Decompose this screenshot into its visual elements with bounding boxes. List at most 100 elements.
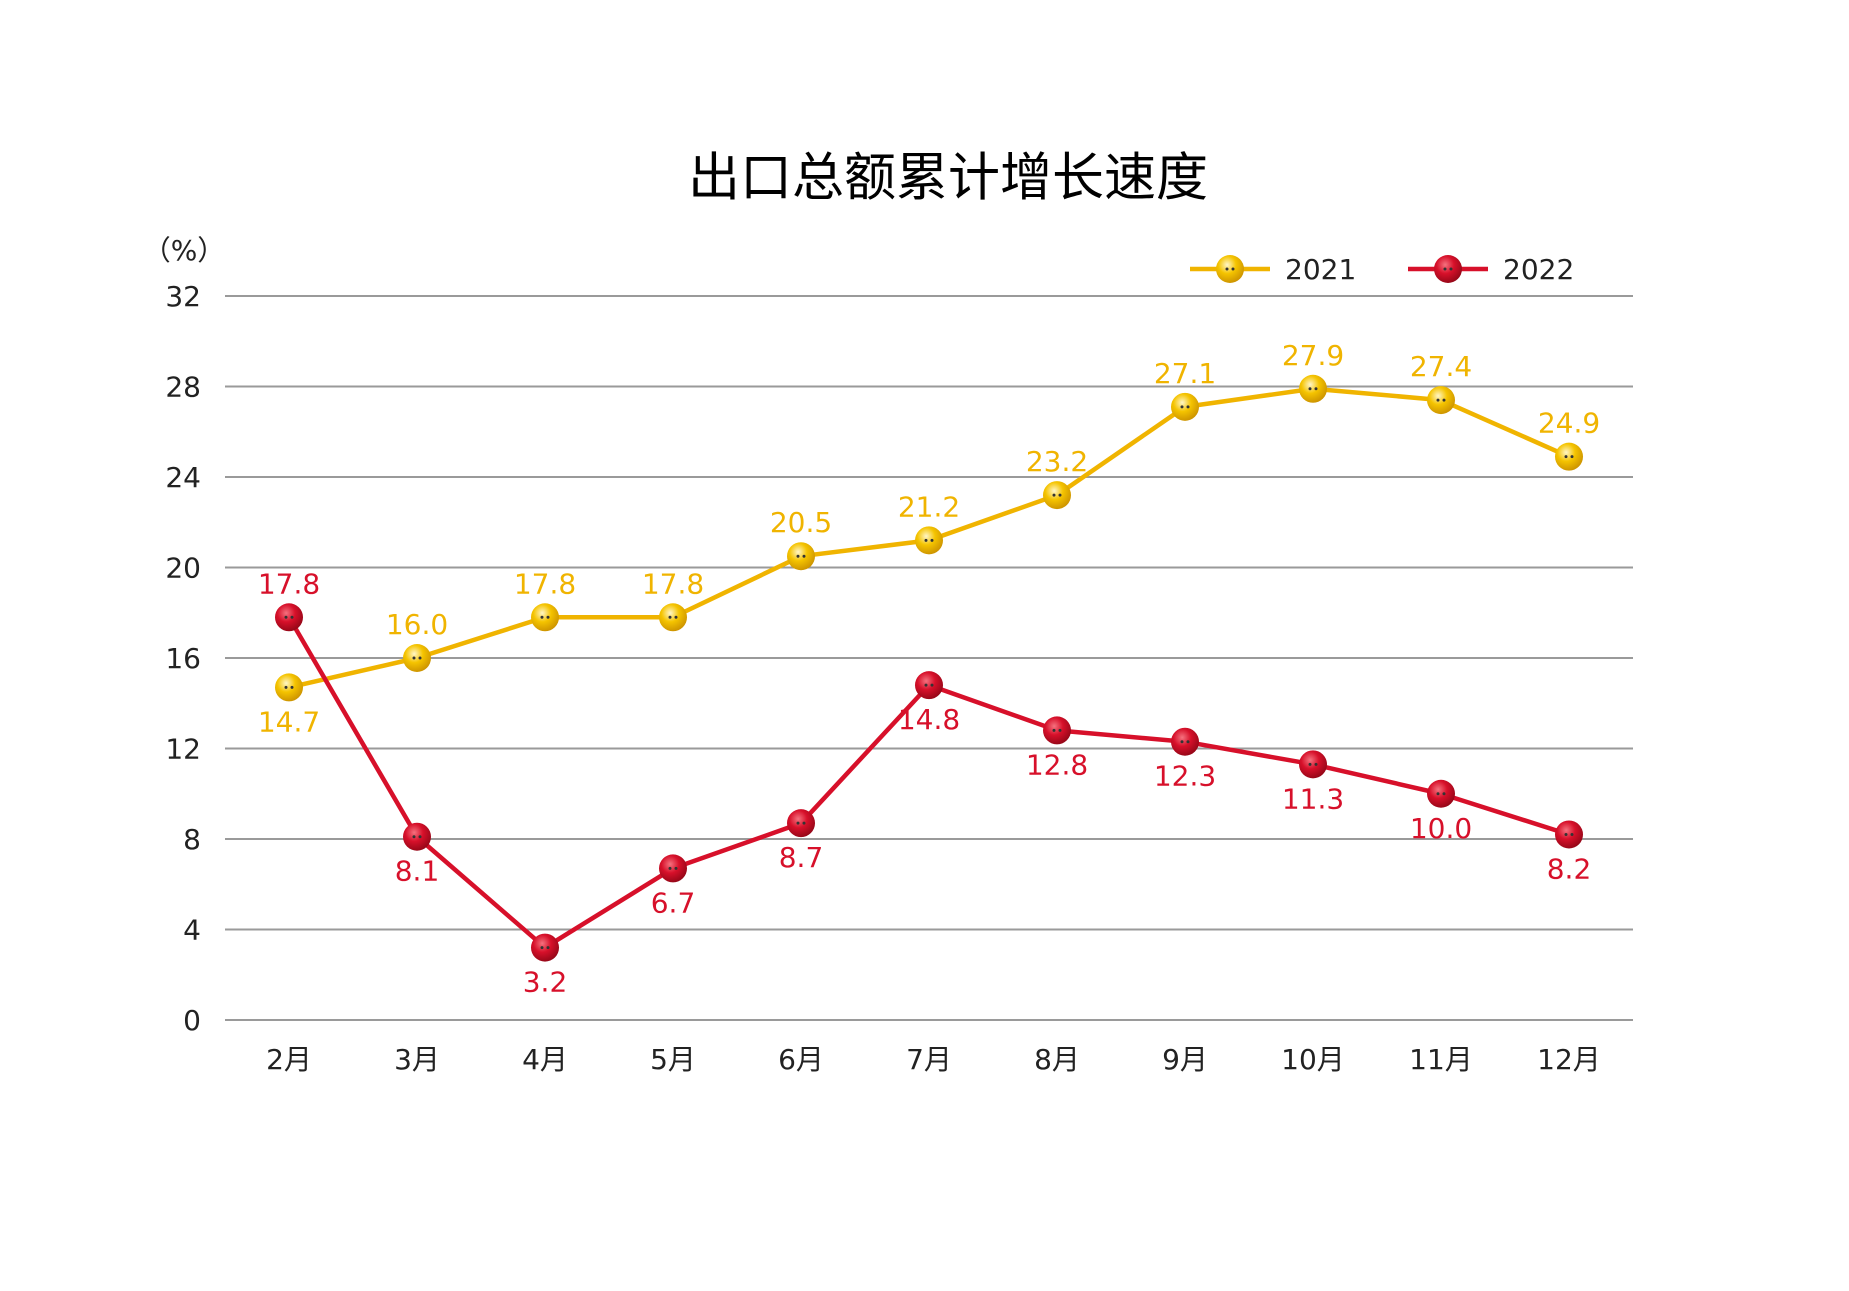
y-tick-label: 28 — [165, 371, 201, 404]
marker-dot — [802, 821, 806, 825]
marker — [659, 603, 687, 632]
series-line — [287, 616, 1570, 950]
marker-dot — [924, 538, 928, 542]
x-tick-label: 9月 — [1162, 1043, 1208, 1076]
marker-dot — [412, 656, 416, 660]
marker-dot — [796, 821, 800, 825]
marker-dot — [674, 866, 678, 870]
marker — [531, 933, 559, 962]
marker-dot — [1180, 405, 1184, 409]
value-label: 6.7 — [651, 886, 696, 919]
marker-dot — [284, 615, 288, 619]
marker-dot — [1231, 267, 1235, 271]
marker — [531, 603, 559, 632]
marker — [1555, 442, 1583, 471]
marker — [1299, 750, 1327, 779]
marker — [1043, 716, 1071, 745]
marker — [1216, 255, 1244, 283]
value-label: 17.8 — [514, 567, 576, 600]
marker — [1171, 392, 1199, 421]
marker-dot — [540, 615, 544, 619]
y-tick-label: 0 — [183, 1004, 201, 1037]
marker-dot — [1314, 762, 1318, 766]
marker-dot — [1443, 267, 1447, 271]
x-tick-label: 6月 — [778, 1043, 824, 1076]
marker — [1299, 374, 1327, 403]
marker-dot — [930, 538, 934, 542]
marker-dot — [1564, 832, 1568, 836]
x-tick-label: 12月 — [1537, 1043, 1601, 1076]
x-tick-label: 11月 — [1409, 1043, 1473, 1076]
y-tick-label: 4 — [183, 914, 201, 947]
marker-dot — [1186, 405, 1190, 409]
marker — [403, 644, 431, 672]
value-label: 8.2 — [1547, 852, 1592, 885]
value-label: 8.1 — [395, 855, 440, 888]
marker-dot — [1180, 740, 1184, 744]
marker-dot — [284, 685, 288, 689]
y-tick-label: 16 — [165, 642, 201, 675]
marker — [1171, 727, 1199, 756]
legend-label: 2021 — [1285, 253, 1356, 286]
marker-dot — [1442, 398, 1446, 402]
marker — [659, 854, 687, 883]
marker — [1427, 386, 1455, 415]
marker-dot — [1225, 267, 1229, 271]
marker-dot — [1570, 455, 1574, 459]
x-tick-label: 2月 — [266, 1043, 312, 1076]
marker-dot — [1436, 792, 1440, 796]
marker-dot — [290, 615, 294, 619]
x-tick-label: 3月 — [394, 1043, 440, 1076]
y-tick-label: 24 — [165, 461, 201, 494]
marker-dot — [1186, 740, 1190, 744]
marker-dot — [668, 866, 672, 870]
value-label: 21.2 — [898, 490, 960, 523]
value-label: 12.3 — [1154, 760, 1216, 793]
y-tick-label: 32 — [165, 280, 201, 313]
value-label: 11.3 — [1282, 782, 1344, 815]
value-label: 17.8 — [642, 567, 704, 600]
y-tick-label: 12 — [165, 733, 201, 766]
value-label: 24.9 — [1538, 407, 1600, 440]
marker-dot — [418, 656, 422, 660]
marker-dot — [796, 554, 800, 558]
marker — [915, 671, 943, 700]
marker-dot — [1308, 762, 1312, 766]
chart-title: 出口总额累计增长速度 — [688, 149, 1208, 209]
y-tick-label: 20 — [165, 552, 201, 585]
marker-dot — [802, 554, 806, 558]
marker — [1427, 779, 1455, 808]
marker-dot — [540, 946, 544, 950]
y-axis-unit: （%） — [143, 234, 226, 267]
x-tick-label: 4月 — [522, 1043, 568, 1076]
marker — [275, 673, 303, 702]
marker — [1043, 481, 1071, 510]
value-label: 20.5 — [770, 506, 832, 539]
value-label: 8.7 — [779, 841, 824, 874]
y-tick-label: 8 — [183, 823, 201, 856]
marker-dot — [674, 615, 678, 619]
value-label: 12.8 — [1026, 748, 1088, 781]
marker — [275, 603, 303, 632]
value-label: 27.9 — [1282, 339, 1344, 372]
marker-dot — [1449, 267, 1453, 271]
marker — [787, 809, 815, 838]
marker — [915, 526, 943, 555]
marker-dot — [1570, 832, 1574, 836]
value-label: 27.4 — [1410, 350, 1472, 383]
marker — [1555, 820, 1583, 849]
marker-dot — [924, 683, 928, 687]
value-label: 14.7 — [258, 705, 320, 738]
marker — [403, 822, 431, 851]
marker-dot — [1308, 387, 1312, 391]
marker-dot — [1442, 792, 1446, 796]
x-tick-label: 8月 — [1034, 1043, 1080, 1076]
marker-dot — [668, 615, 672, 619]
marker-dot — [930, 683, 934, 687]
marker-dot — [546, 946, 550, 950]
marker — [1434, 255, 1462, 283]
marker-dot — [418, 835, 422, 839]
marker-dot — [290, 685, 294, 689]
